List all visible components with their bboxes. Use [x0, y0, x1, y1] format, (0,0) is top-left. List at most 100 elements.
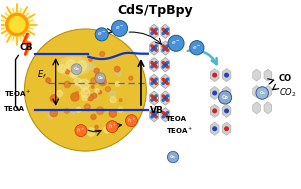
Circle shape — [162, 116, 164, 118]
Circle shape — [163, 96, 167, 100]
Circle shape — [162, 99, 164, 101]
Circle shape — [71, 64, 82, 74]
Circle shape — [64, 109, 69, 113]
Circle shape — [151, 78, 153, 80]
Ellipse shape — [86, 64, 95, 70]
Circle shape — [109, 110, 116, 117]
Circle shape — [110, 97, 116, 103]
Circle shape — [94, 68, 99, 73]
Circle shape — [152, 79, 156, 83]
Circle shape — [163, 113, 167, 117]
Text: Co: Co — [259, 91, 265, 95]
Circle shape — [106, 121, 118, 133]
Circle shape — [115, 81, 120, 86]
Text: Co: Co — [74, 67, 79, 71]
Circle shape — [225, 109, 228, 113]
Circle shape — [155, 95, 157, 97]
Circle shape — [129, 76, 133, 80]
Circle shape — [166, 66, 169, 68]
Circle shape — [155, 78, 157, 80]
Circle shape — [166, 82, 169, 84]
Circle shape — [163, 46, 167, 50]
Text: VB: VB — [150, 106, 164, 115]
Polygon shape — [161, 24, 170, 39]
Circle shape — [152, 29, 156, 33]
Circle shape — [89, 58, 92, 61]
Polygon shape — [253, 69, 260, 81]
Circle shape — [151, 95, 153, 97]
Circle shape — [75, 125, 87, 136]
Polygon shape — [150, 108, 158, 122]
Circle shape — [87, 94, 94, 101]
Text: $e^-$: $e^-$ — [115, 24, 124, 32]
Circle shape — [166, 62, 169, 64]
Text: Co: Co — [222, 95, 228, 100]
Circle shape — [96, 107, 104, 114]
Circle shape — [166, 112, 169, 114]
Circle shape — [155, 66, 157, 68]
Polygon shape — [161, 74, 170, 88]
Circle shape — [162, 62, 164, 64]
Text: $e^-$: $e^-$ — [192, 44, 202, 52]
Circle shape — [225, 127, 228, 131]
Circle shape — [166, 116, 169, 118]
Circle shape — [162, 78, 164, 80]
Circle shape — [119, 99, 122, 101]
Polygon shape — [253, 86, 260, 98]
Circle shape — [71, 73, 77, 78]
Circle shape — [162, 49, 164, 51]
Text: $h^+$: $h^+$ — [127, 116, 136, 125]
Circle shape — [84, 89, 89, 94]
Circle shape — [66, 60, 76, 70]
Circle shape — [114, 66, 120, 72]
Circle shape — [166, 99, 169, 101]
Circle shape — [152, 63, 156, 67]
Circle shape — [95, 28, 108, 41]
Circle shape — [79, 79, 89, 89]
Text: $e^-$: $e^-$ — [97, 30, 107, 38]
Circle shape — [81, 88, 90, 98]
Circle shape — [162, 95, 164, 97]
Circle shape — [155, 116, 157, 118]
Circle shape — [213, 127, 216, 131]
Circle shape — [225, 91, 228, 95]
Circle shape — [95, 125, 98, 129]
Circle shape — [151, 49, 153, 51]
Circle shape — [155, 112, 157, 114]
Circle shape — [85, 104, 90, 110]
Circle shape — [24, 29, 146, 151]
Text: TEOA$^+$: TEOA$^+$ — [166, 125, 193, 136]
Circle shape — [50, 95, 57, 102]
Circle shape — [155, 49, 157, 51]
Polygon shape — [222, 122, 231, 135]
Circle shape — [225, 73, 228, 77]
Text: TEOA: TEOA — [166, 116, 187, 122]
Circle shape — [95, 73, 106, 84]
Circle shape — [190, 41, 204, 55]
Circle shape — [76, 91, 78, 94]
Circle shape — [155, 28, 157, 30]
Circle shape — [58, 65, 66, 73]
Ellipse shape — [56, 57, 91, 76]
Text: Co: Co — [98, 76, 103, 80]
Circle shape — [104, 126, 111, 133]
Polygon shape — [210, 69, 219, 82]
Ellipse shape — [92, 93, 98, 99]
Circle shape — [92, 86, 94, 88]
Ellipse shape — [76, 82, 82, 87]
Polygon shape — [150, 41, 158, 55]
Circle shape — [162, 33, 164, 35]
Circle shape — [219, 91, 231, 104]
Circle shape — [95, 88, 99, 93]
Circle shape — [105, 86, 110, 92]
Circle shape — [152, 96, 156, 100]
Circle shape — [151, 82, 153, 84]
Circle shape — [166, 45, 169, 47]
Polygon shape — [150, 24, 158, 39]
Circle shape — [91, 78, 97, 84]
Text: $h^+$: $h^+$ — [76, 126, 85, 135]
Circle shape — [112, 20, 128, 36]
Circle shape — [213, 91, 216, 95]
Circle shape — [56, 90, 63, 97]
Circle shape — [162, 66, 164, 68]
